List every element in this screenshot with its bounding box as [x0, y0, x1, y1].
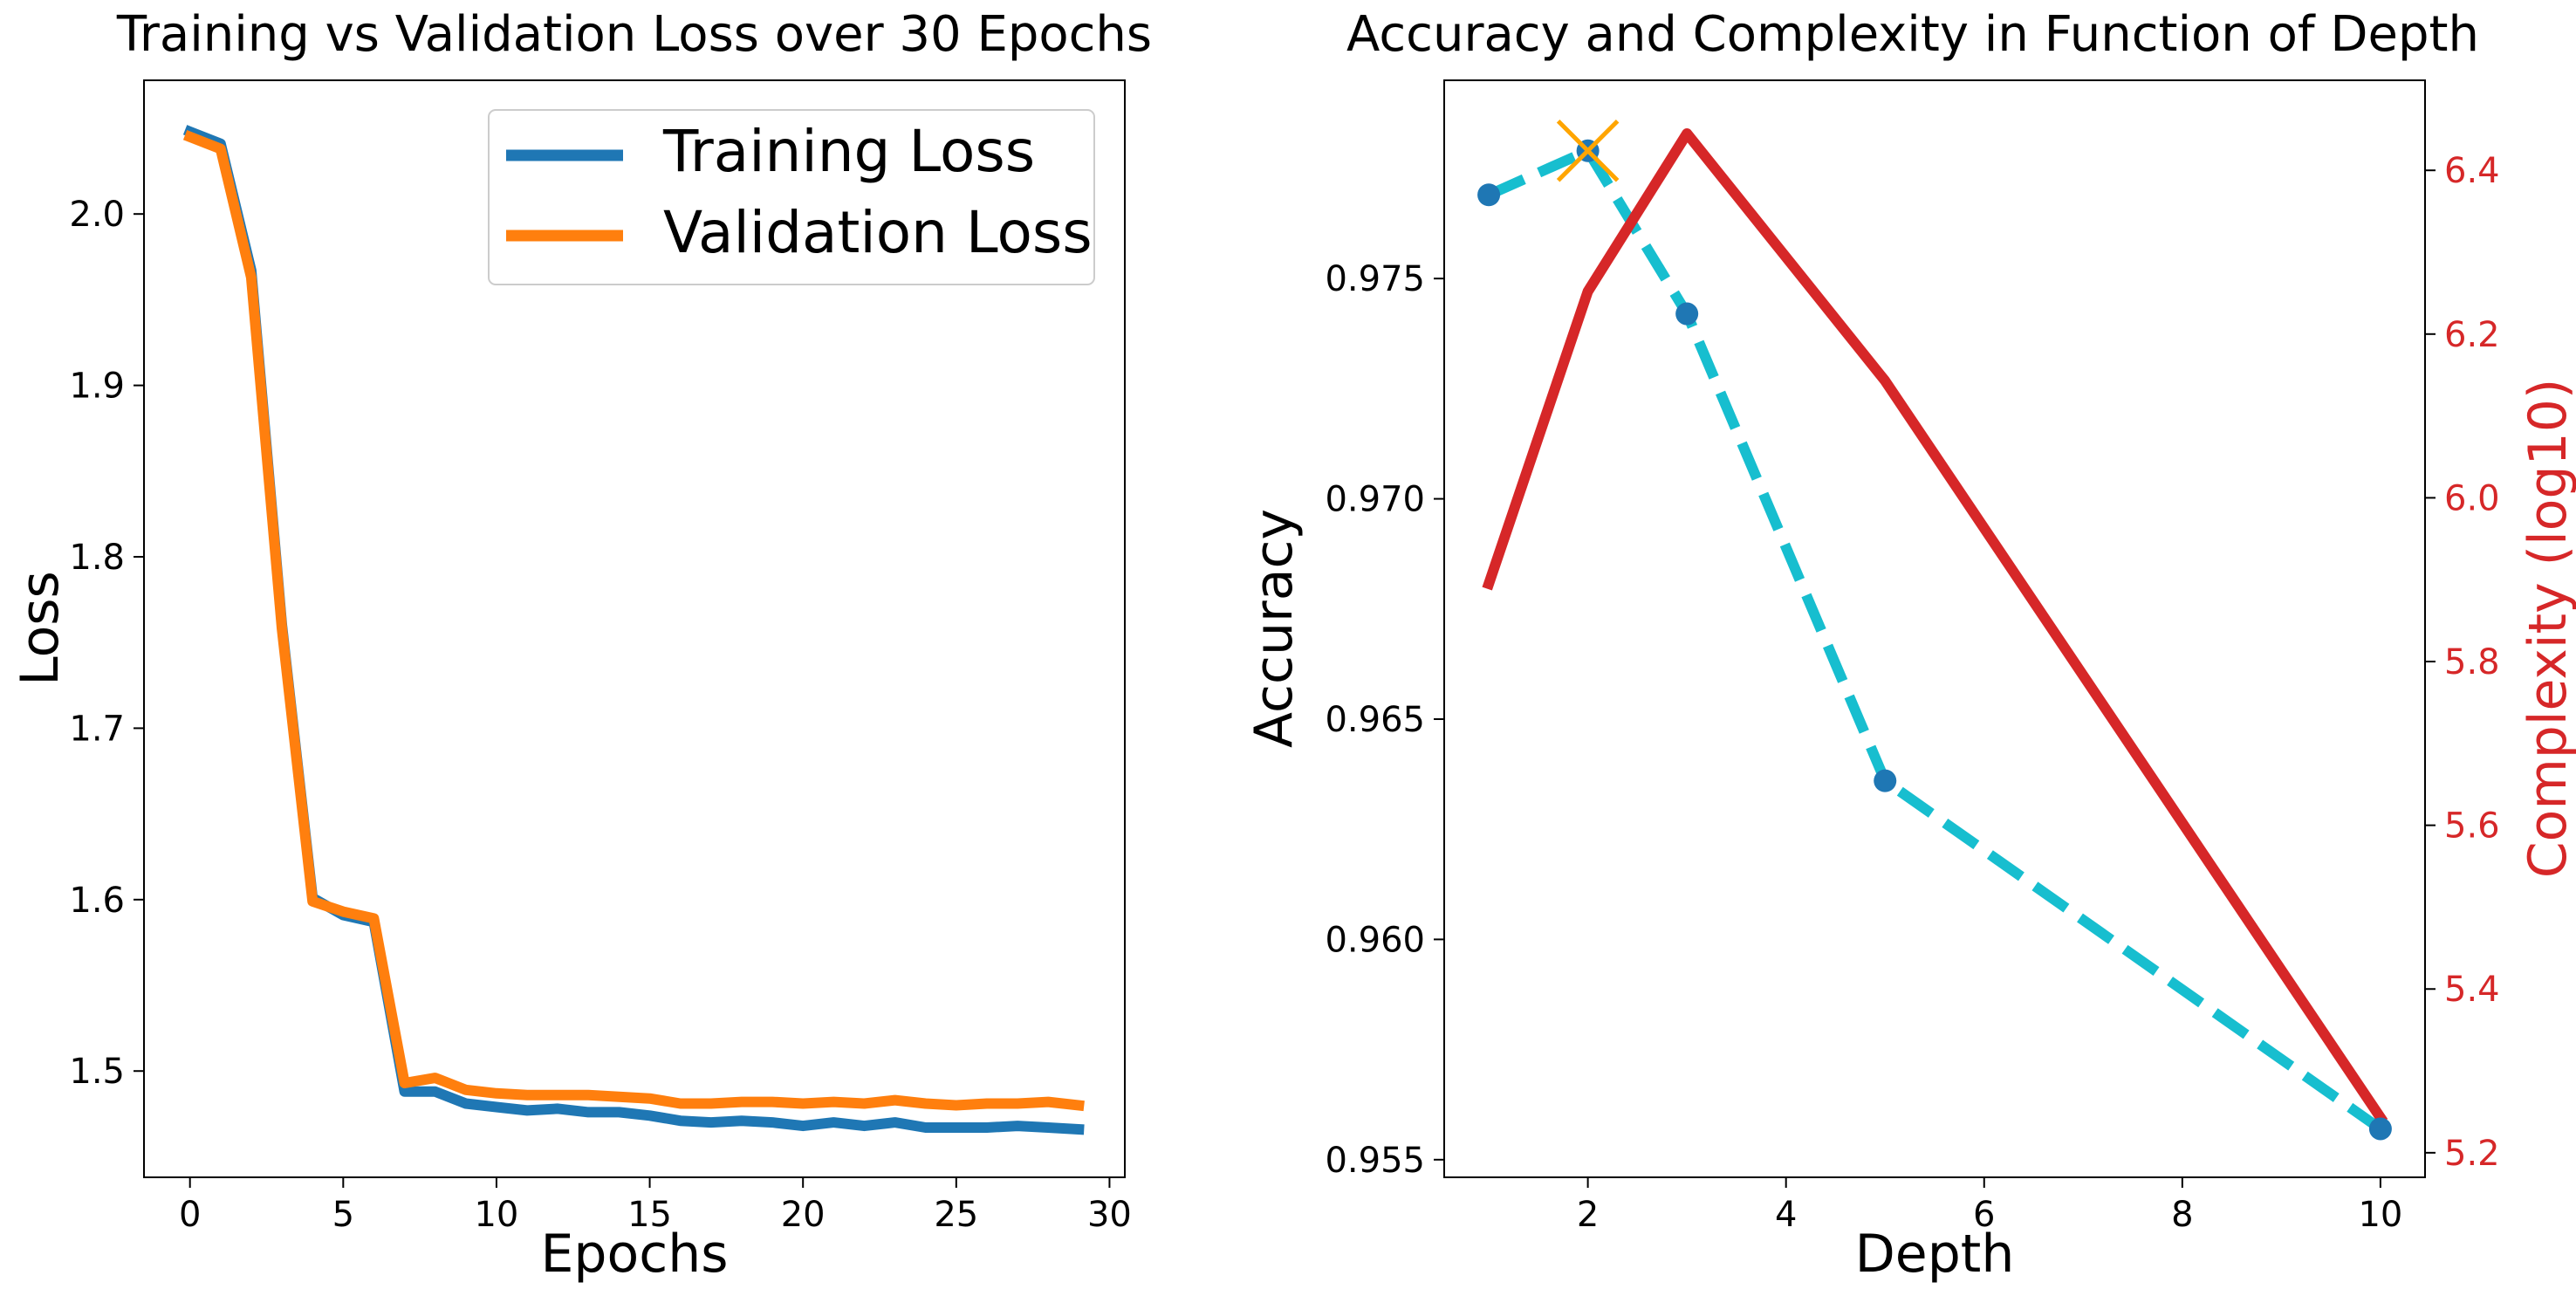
y-tick-label: 0.965	[1325, 700, 1425, 740]
y-tick-label: 0.970	[1325, 480, 1425, 520]
x-tick-label: 8	[2171, 1195, 2193, 1235]
depth-x-axis-label: Depth	[1855, 1224, 2015, 1285]
x-tick-label: 0	[179, 1195, 201, 1235]
right-y-tick-label: 5.8	[2444, 642, 2500, 682]
legend-label-validation-loss: Validation Loss	[663, 199, 1093, 266]
x-tick-label: 25	[934, 1195, 978, 1235]
accuracy-plot-frame	[1443, 79, 2426, 1178]
depth-x-ticks: 2 4 6 8 10	[1577, 1177, 2402, 1235]
accuracy-y-axis-label: Accuracy	[1243, 509, 1305, 748]
loss-legend-box	[488, 109, 1095, 285]
right-y-tick-label: 5.2	[2444, 1134, 2500, 1174]
x-tick-label: 5	[332, 1195, 354, 1235]
y-tick-label: 1.5	[69, 1052, 125, 1092]
accuracy-point	[1477, 183, 1501, 207]
x-tick-label: 20	[781, 1195, 826, 1235]
complexity-y-axis-label: Complexity (log10)	[2518, 379, 2576, 879]
loss-chart-title: Training vs Validation Loss over 30 Epoc…	[116, 6, 1152, 63]
y-tick-label: 2.0	[69, 195, 125, 235]
x-tick-label: 10	[2358, 1195, 2402, 1235]
loss-plot-area	[182, 125, 1085, 1135]
right-y-tick-label: 6.4	[2444, 151, 2500, 191]
best-accuracy-marker-stroke	[1556, 120, 1620, 182]
complexity-y-ticks: 5.2 5.4 5.6 5.8 6.0 6.2 6.4	[2425, 151, 2500, 1174]
y-tick-label: 0.975	[1325, 259, 1425, 299]
x-tick-label: 15	[627, 1195, 672, 1235]
accuracy-plot-area	[1477, 120, 2392, 1141]
right-y-tick-label: 5.4	[2444, 970, 2500, 1010]
x-tick-label: 10	[474, 1195, 518, 1235]
y-tick-label: 1.9	[69, 367, 125, 407]
accuracy-point	[2368, 1117, 2392, 1141]
series-line-validation-loss	[182, 130, 1085, 1112]
x-tick-label: 30	[1087, 1195, 1132, 1235]
accuracy-complexity-chart: Accuracy and Complexity in Function of D…	[1243, 6, 2576, 1285]
accuracy-y-ticks: 0.955 0.960 0.965 0.970 0.975	[1325, 259, 1444, 1181]
accuracy-point	[1675, 302, 1699, 326]
loss-plot-frame	[143, 79, 1126, 1178]
y-tick-label: 1.7	[69, 709, 125, 749]
loss-legend: Training Loss Validation Loss	[488, 109, 1095, 285]
x-tick-label: 2	[1577, 1195, 1599, 1235]
x-tick-label: 6	[1973, 1195, 1995, 1235]
loss-x-ticks: 0 5 10 15 20 25 30	[179, 1177, 1132, 1235]
y-tick-label: 1.8	[69, 538, 125, 578]
loss-x-axis-label: Epochs	[541, 1224, 729, 1285]
loss-y-ticks: 1.5 1.6 1.7 1.8 1.9 2.0	[69, 195, 144, 1092]
loss-chart: Training vs Validation Loss over 30 Epoc…	[10, 6, 1152, 1285]
right-y-tick-label: 6.0	[2444, 478, 2500, 518]
complexity-series-line	[1482, 128, 2388, 1125]
best-accuracy-marker	[1556, 120, 1620, 182]
y-tick-label: 0.955	[1325, 1141, 1425, 1181]
legend-label-training-loss: Training Loss	[662, 118, 1035, 185]
accuracy-chart-title: Accuracy and Complexity in Function of D…	[1346, 6, 2479, 63]
accuracy-point	[1874, 769, 1897, 792]
x-tick-label: 4	[1775, 1195, 1797, 1235]
right-y-tick-label: 5.6	[2444, 806, 2500, 847]
y-tick-label: 1.6	[69, 881, 125, 921]
loss-y-axis-label: Loss	[10, 571, 71, 686]
right-y-tick-label: 6.2	[2444, 315, 2500, 355]
y-tick-label: 0.960	[1325, 920, 1425, 960]
